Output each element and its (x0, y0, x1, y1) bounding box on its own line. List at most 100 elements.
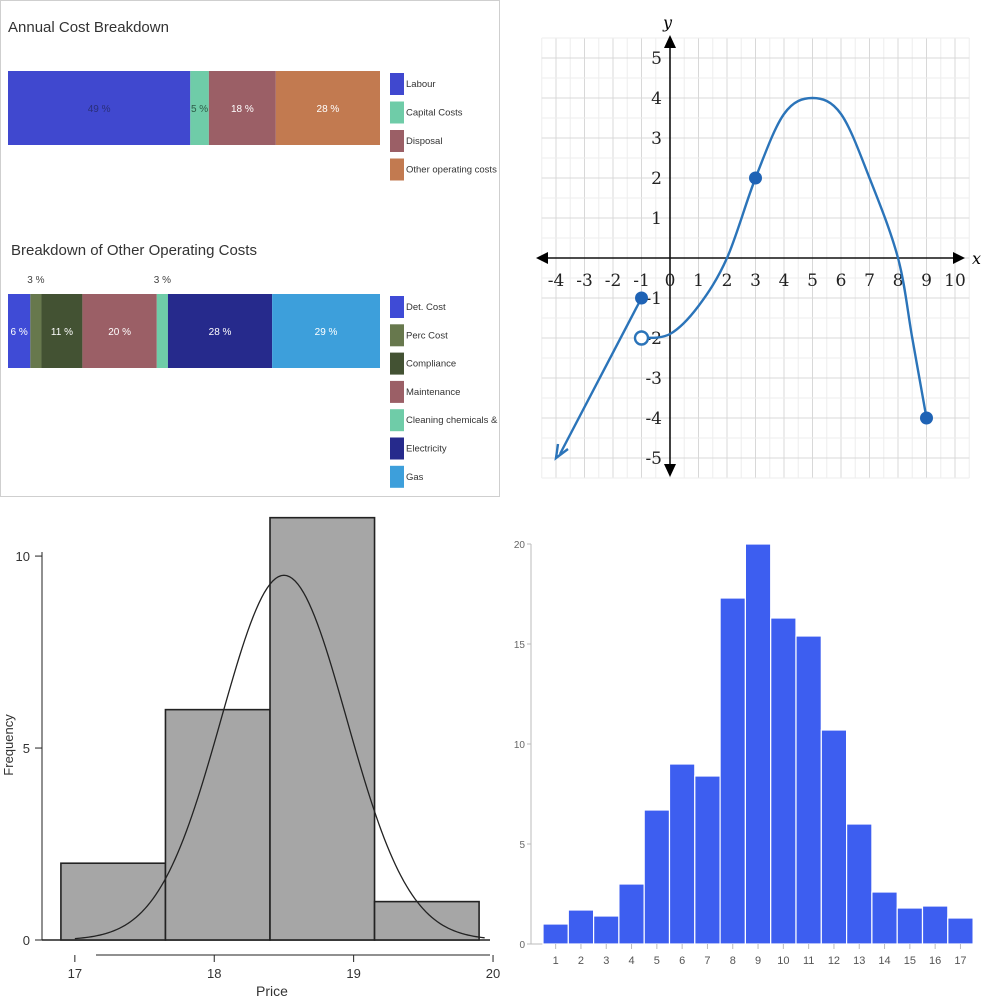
bar (668, 763, 696, 945)
bar (542, 923, 569, 945)
y-tick-label: 5 (519, 840, 525, 851)
legend-label: Gas (406, 472, 424, 483)
y-tick-label: 5 (651, 49, 662, 69)
bar-segment-label: 5 % (191, 104, 208, 115)
x-tick-label: -3 (576, 271, 593, 291)
y-tick-label: -4 (645, 409, 662, 429)
chart-title-1: Annual Cost Breakdown (8, 19, 169, 36)
x-tick-label: 8 (893, 271, 904, 291)
legend-swatch (390, 409, 404, 432)
bar-segment (8, 71, 191, 145)
legend-swatch (390, 101, 404, 124)
y-axis-label: Frequency (1, 714, 16, 776)
price-histogram-panel: 0 5 10 17 18 19 20 Price Frequency (0, 500, 500, 1000)
y-tick-label: 5 (23, 741, 30, 756)
x-tick-label: 5 (654, 955, 660, 967)
legend-swatch (390, 73, 404, 95)
x-tick-label: 4 (628, 955, 634, 967)
histogram-bar (373, 900, 480, 941)
histogram-bar (60, 862, 167, 941)
bar-segment (275, 71, 380, 145)
bar-segment-label: 20 % (108, 327, 131, 338)
y-tick-label: -3 (645, 369, 662, 389)
legend-swatch (390, 130, 404, 152)
legend-label: Capital Costs (406, 108, 463, 119)
bar-segment-label: 18 % (231, 104, 254, 115)
bar (719, 597, 747, 945)
x-tick-label: 6 (679, 955, 685, 967)
legend-swatch (390, 296, 404, 318)
x-tick-label: 3 (603, 955, 609, 967)
y-tick-label: -5 (645, 449, 662, 469)
bar (744, 543, 772, 945)
bar-segment-label: 28 % (317, 104, 340, 115)
bar (694, 775, 721, 945)
x-tick-label: 1 (553, 955, 559, 967)
legend-label: Disposal (406, 136, 442, 147)
bar (871, 891, 898, 945)
histogram-bar (164, 708, 271, 941)
bar (643, 809, 671, 945)
y-tick-label: 10 (514, 740, 526, 751)
function-curve (641, 96, 928, 419)
y-tick-label: 0 (519, 940, 525, 951)
bar (846, 823, 873, 945)
legend-label: Other operating costs (406, 165, 497, 176)
x-tick-label: -1 (633, 271, 650, 291)
x-axis-label: x (972, 249, 981, 268)
bar-segment-label: 49 % (88, 104, 111, 115)
x-tick-label: 2 (722, 271, 733, 291)
x-tick-label: 9 (921, 271, 932, 291)
cost-breakdown-chart: Annual Cost Breakdown 49 % Labour 5 % Capita… (8, 19, 499, 488)
x-tick-label: 12 (828, 955, 840, 967)
bar (618, 883, 645, 945)
legend-swatch (390, 465, 404, 488)
y-tick-label: 0 (23, 933, 30, 948)
x-tick-label: 11 (803, 955, 814, 967)
legend-label: Perc Cost (406, 330, 448, 341)
bar-segment-label: 11 % (51, 327, 73, 338)
legend-label: Det. Cost (406, 302, 446, 313)
x-tick-label: 17 (954, 955, 966, 967)
y-tick-label: 15 (514, 640, 526, 651)
x-tick-label: 13 (853, 955, 865, 967)
x-tick-label: 5 (807, 271, 818, 291)
x-tick-label: 9 (755, 955, 761, 967)
y-tick-label: 2 (651, 169, 662, 189)
x-tick-label: 4 (779, 271, 790, 291)
legend-label: Electricity (406, 444, 447, 455)
x-tick-label: 20 (486, 966, 500, 981)
function-line-segment (558, 297, 643, 455)
legend-swatch (390, 352, 404, 375)
bar-segment (167, 294, 273, 368)
y-axis-label: y (662, 13, 673, 32)
x-tick-label: 6 (836, 271, 847, 291)
normal-curve (74, 574, 485, 940)
x-axis-label: Price (256, 983, 288, 999)
legend-label: Compliance (406, 359, 456, 370)
x-tick-label: 19 (346, 966, 360, 981)
y-tick-label: 4 (651, 89, 662, 109)
legend-label: Labour (406, 79, 436, 90)
bar-segment (41, 294, 83, 368)
x-axis-arrow-left (536, 252, 548, 264)
x-tick-label: 3 (750, 271, 761, 291)
x-tick-label: 18 (207, 966, 221, 981)
blue-bar-chart-panel: 0 5 10 15 20 1 2 3 4 5 6 7 8 9 10 11 12 13 14 15 16 17 (503, 500, 1000, 1000)
legend-swatch (390, 380, 404, 403)
x-tick-label: 16 (929, 955, 941, 967)
x-tick-label: 2 (578, 955, 584, 967)
legend-swatch (390, 158, 404, 181)
bar (770, 617, 797, 945)
x-axis-arrow-right (953, 252, 965, 264)
bar-segment (190, 71, 209, 145)
bar-segment (30, 294, 42, 368)
closed-point (635, 291, 648, 305)
y-tick-label: 10 (16, 549, 30, 564)
bar-segment-label: 28 % (209, 327, 232, 338)
bar-segment (82, 294, 157, 368)
price-histogram: 0 5 10 17 18 19 20 Price Frequency (1, 516, 500, 999)
x-tick-label: 17 (68, 966, 82, 981)
